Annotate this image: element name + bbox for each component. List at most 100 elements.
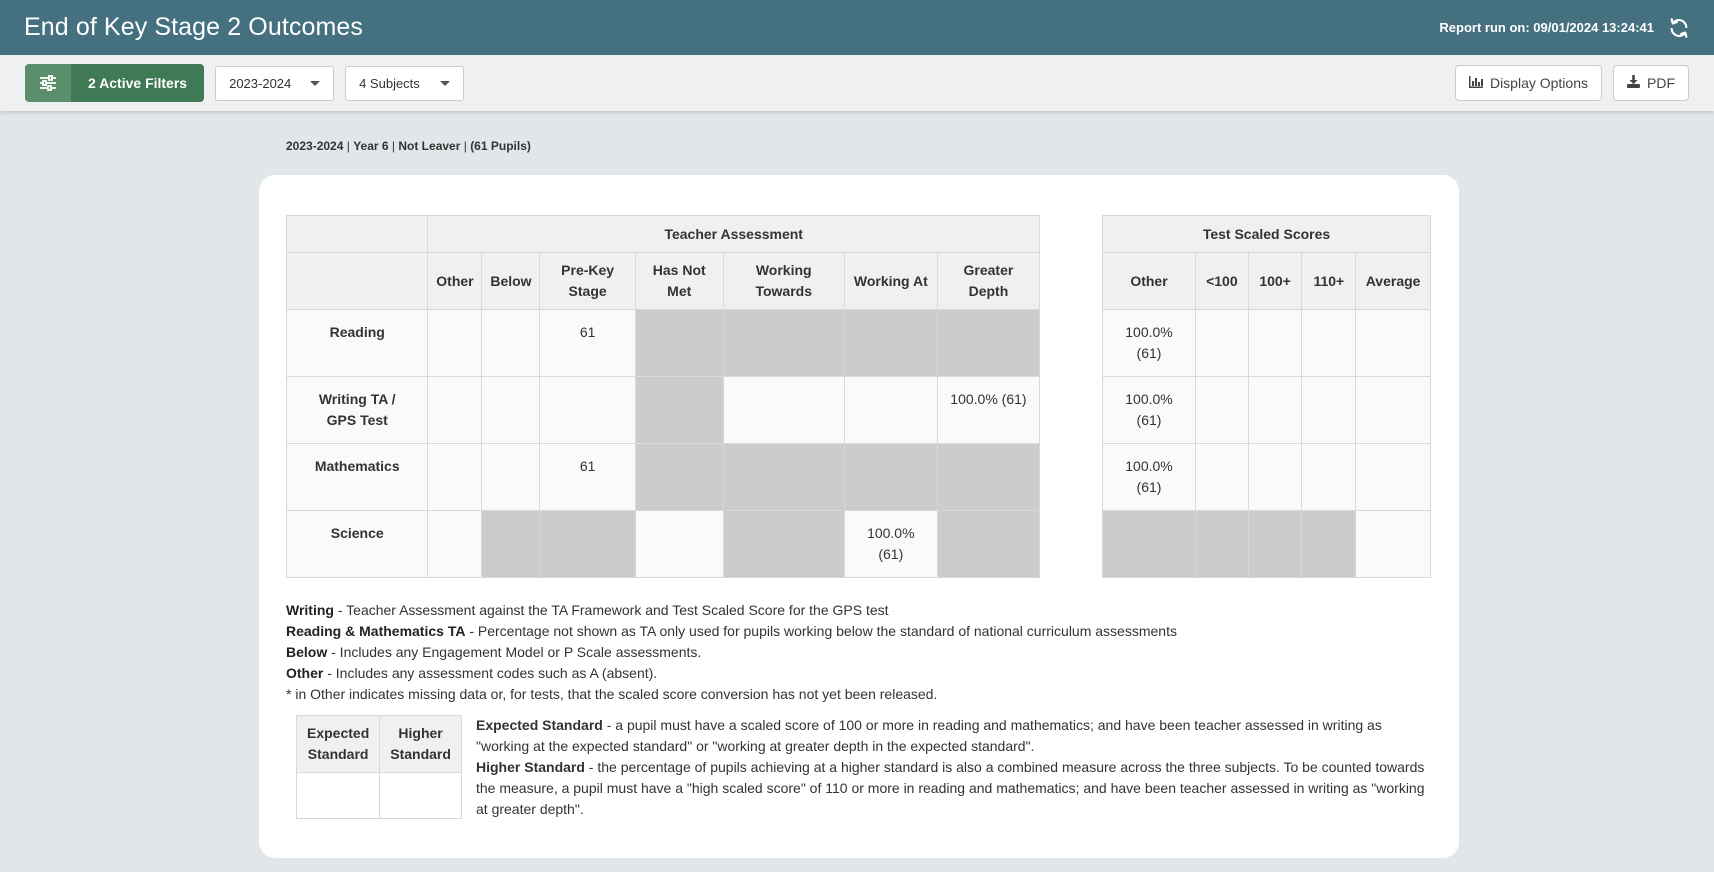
table-cell bbox=[481, 309, 541, 377]
table-cell bbox=[1355, 510, 1431, 578]
active-filters-button[interactable]: 2 Active Filters bbox=[25, 64, 205, 102]
standards-table: Expected Standard Higher Standard bbox=[295, 715, 462, 819]
table-cell bbox=[481, 443, 541, 511]
table-cell bbox=[634, 510, 724, 578]
column-header: Has Not Met bbox=[634, 252, 724, 310]
table-cell bbox=[722, 510, 845, 578]
note-line: Writing - Teacher Assessment against the… bbox=[286, 600, 1177, 621]
report-run-timestamp: Report run on: 09/01/2024 13:24:41 bbox=[1439, 20, 1654, 35]
column-header: 100+ bbox=[1247, 252, 1303, 310]
column-header: Working At bbox=[843, 252, 938, 310]
display-options-button[interactable]: Display Options bbox=[1454, 65, 1602, 101]
note-text: * in Other indicates missing data or, fo… bbox=[286, 686, 938, 702]
column-header: Greater Depth bbox=[936, 252, 1041, 310]
table-cell bbox=[1301, 443, 1357, 511]
table-cell bbox=[1247, 309, 1303, 377]
note-line: Other - Includes any assessment codes su… bbox=[286, 663, 1177, 684]
subjects-select[interactable]: 4 Subjects bbox=[345, 65, 465, 101]
table-cell bbox=[1355, 443, 1431, 511]
column-header: Below bbox=[481, 252, 541, 310]
table-cell bbox=[722, 376, 845, 444]
row-label: Mathematics bbox=[285, 443, 429, 511]
table-cell bbox=[1355, 309, 1431, 377]
note-term: Other bbox=[286, 665, 324, 681]
teacher-assessment-table: Teacher Assessment Other Below Pre-Key S… bbox=[285, 215, 1041, 578]
column-header: <100 bbox=[1194, 252, 1249, 310]
report-card: Teacher Assessment Other Below Pre-Key S… bbox=[259, 175, 1459, 858]
summary-group: Year 6 bbox=[353, 139, 389, 153]
note-term: Writing bbox=[286, 602, 334, 618]
note-term: Below bbox=[286, 644, 328, 660]
test-scaled-scores-table: Test Scaled Scores Other <100 100+ 110+ … bbox=[1102, 215, 1431, 578]
corner-header bbox=[285, 215, 429, 253]
table-row: 100.0% (61) bbox=[1102, 443, 1431, 511]
download-icon bbox=[1627, 75, 1640, 91]
note-text: - Includes any assessment codes such as … bbox=[323, 665, 658, 681]
header-right: Report run on: 09/01/2024 13:24:41 bbox=[1439, 17, 1690, 39]
table-cell: 100.0% (61) bbox=[1102, 309, 1196, 377]
standards-notes: Expected Standard - a pupil must have a … bbox=[476, 715, 1436, 820]
refresh-icon[interactable] bbox=[1668, 17, 1690, 39]
pdf-label: PDF bbox=[1647, 75, 1675, 91]
test-scaled-scores-heading: Test Scaled Scores bbox=[1102, 215, 1431, 253]
table-cell: 61 bbox=[539, 309, 636, 377]
table-cell bbox=[1194, 376, 1249, 444]
table-cell bbox=[427, 376, 483, 444]
note-text: - Percentage not shown as TA only used f… bbox=[465, 623, 1177, 639]
table-cell bbox=[722, 309, 845, 377]
expected-standard-text: - a pupil must have a scaled score of 10… bbox=[476, 717, 1382, 754]
report-summary: 2023-2024 | Year 6 | Not Leaver | (61 Pu… bbox=[286, 139, 531, 153]
table-cell bbox=[1194, 510, 1249, 578]
table-cell bbox=[481, 510, 541, 578]
pdf-button[interactable]: PDF bbox=[1613, 65, 1689, 101]
table-row: 100.0% (61) bbox=[1102, 309, 1431, 377]
table-cell bbox=[427, 510, 483, 578]
app-header: End of Key Stage 2 Outcomes Report run o… bbox=[0, 0, 1714, 55]
note-term: Reading & Mathematics TA bbox=[286, 623, 466, 639]
table-cell bbox=[1301, 376, 1357, 444]
note-line: Reading & Mathematics TA - Percentage no… bbox=[286, 621, 1177, 642]
year-select[interactable]: 2023-2024 bbox=[215, 65, 335, 101]
table-row: Mathematics 61 bbox=[285, 443, 1041, 511]
column-header: Other bbox=[427, 252, 483, 310]
higher-standard-value bbox=[379, 772, 462, 819]
table-cell bbox=[1355, 376, 1431, 444]
teacher-assessment-heading: Teacher Assessment bbox=[427, 215, 1040, 253]
table-cell bbox=[936, 443, 1041, 511]
active-filters-label: 2 Active Filters bbox=[71, 64, 205, 102]
column-header: Working Towards bbox=[722, 252, 845, 310]
summary-pupils: (61 Pupils) bbox=[470, 139, 531, 153]
toolbar: 2 Active Filters 2023-2024 4 Subjects Di… bbox=[0, 55, 1714, 111]
table-cell: 100.0% (61) bbox=[1102, 376, 1196, 444]
caret-down-icon bbox=[310, 80, 321, 86]
display-options-label: Display Options bbox=[1489, 75, 1588, 91]
table-cell: 100.0% (61) bbox=[1102, 443, 1196, 511]
table-cell: 61 bbox=[539, 443, 636, 511]
table-cell bbox=[1301, 309, 1357, 377]
note-line: * in Other indicates missing data or, fo… bbox=[286, 684, 1177, 705]
table-cell: 100.0% (61) bbox=[843, 510, 938, 578]
table-cell bbox=[1301, 510, 1357, 578]
table-cell bbox=[936, 309, 1041, 377]
note-text: - Teacher Assessment against the TA Fram… bbox=[333, 602, 889, 618]
higher-standard-text: - the percentage of pupils achieving at … bbox=[476, 759, 1425, 817]
column-header: Average bbox=[1355, 252, 1431, 310]
sliders-icon bbox=[25, 64, 71, 102]
higher-standard-header: Higher Standard bbox=[379, 715, 462, 773]
column-header: Pre-Key Stage bbox=[539, 252, 636, 310]
table-cell bbox=[843, 309, 938, 377]
bar-chart-icon bbox=[1468, 75, 1483, 91]
table-cell bbox=[1247, 376, 1303, 444]
table-cell bbox=[539, 376, 636, 444]
table-cell bbox=[1247, 510, 1303, 578]
table-row: Reading 61 bbox=[285, 309, 1041, 377]
table-cell bbox=[843, 376, 938, 444]
summary-leaver: Not Leaver bbox=[398, 139, 461, 153]
page-title: End of Key Stage 2 Outcomes bbox=[24, 13, 364, 41]
caret-down-icon bbox=[440, 80, 451, 86]
table-cell bbox=[843, 443, 938, 511]
table-cell bbox=[539, 510, 636, 578]
table-cell bbox=[1194, 443, 1249, 511]
higher-standard-term: Higher Standard bbox=[476, 759, 585, 775]
table-row: 100.0% (61) bbox=[1102, 376, 1431, 444]
